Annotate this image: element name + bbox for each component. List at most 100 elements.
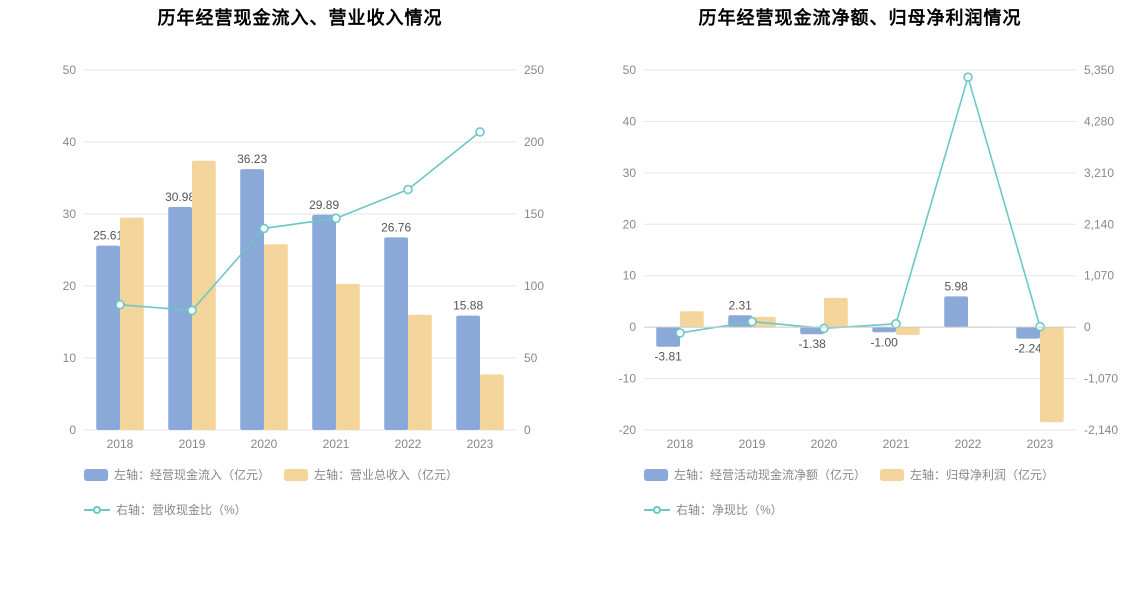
ratio-marker bbox=[404, 186, 412, 194]
net_ratio-marker bbox=[892, 320, 900, 328]
net_ratio-marker bbox=[964, 73, 972, 81]
svg-text:2020: 2020 bbox=[251, 437, 278, 451]
revenue-bar bbox=[408, 315, 432, 430]
revenue-bar bbox=[336, 284, 360, 430]
net_profit-bar bbox=[1040, 327, 1064, 422]
net_cash-label: 2.31 bbox=[728, 298, 752, 312]
svg-text:0: 0 bbox=[1084, 320, 1091, 334]
ratio-marker bbox=[188, 306, 196, 314]
svg-text:30: 30 bbox=[63, 207, 77, 221]
legend-label: 右轴：营收现金比（%） bbox=[116, 501, 247, 518]
revenue-bar bbox=[120, 218, 144, 430]
legend-label: 左轴：营业总收入（亿元） bbox=[314, 466, 458, 483]
legend-label: 左轴：经营现金流入（亿元） bbox=[114, 466, 270, 483]
ratio-marker bbox=[260, 224, 268, 232]
svg-text:2018: 2018 bbox=[107, 437, 134, 451]
svg-text:200: 200 bbox=[524, 135, 544, 149]
svg-text:-10: -10 bbox=[619, 372, 637, 386]
cash_in-label: 25.61 bbox=[93, 229, 123, 243]
cash_in-bar bbox=[96, 246, 120, 430]
net_ratio-marker bbox=[820, 324, 828, 332]
left-chart-legend: 左轴：经营现金流入（亿元） 左轴：营业总收入（亿元） 右轴：营收现金比（%） bbox=[40, 466, 560, 518]
cash_in-bar bbox=[168, 207, 192, 430]
net_cash-swatch-icon bbox=[644, 469, 668, 481]
net_ratio-marker bbox=[1036, 323, 1044, 331]
net_ratio-marker bbox=[748, 318, 756, 326]
svg-text:30: 30 bbox=[623, 166, 637, 180]
cash_in-bar bbox=[240, 169, 264, 430]
revenue-swatch-icon bbox=[284, 469, 308, 481]
svg-text:50: 50 bbox=[623, 63, 637, 77]
ratio-swatch-icon bbox=[84, 505, 110, 515]
ratio-marker bbox=[332, 214, 340, 222]
svg-text:1,070: 1,070 bbox=[1084, 269, 1114, 283]
svg-text:3,210: 3,210 bbox=[1084, 166, 1114, 180]
right-chart-plot: -20-1001020304050-2,140-1,07001,0702,140… bbox=[600, 60, 1120, 460]
legend-label: 左轴：归母净利润（亿元） bbox=[910, 466, 1054, 483]
net_cash-label: -2.24 bbox=[1014, 342, 1042, 356]
svg-text:-20: -20 bbox=[619, 423, 637, 437]
net_ratio-marker bbox=[676, 329, 684, 337]
revenue-bar bbox=[264, 244, 288, 430]
svg-text:2019: 2019 bbox=[739, 437, 766, 451]
net_profit-swatch-icon bbox=[880, 469, 904, 481]
legend-label: 左轴：经营活动现金流净额（亿元） bbox=[674, 466, 866, 483]
svg-text:40: 40 bbox=[623, 114, 637, 128]
net_profit-bar bbox=[680, 311, 704, 327]
net_cash-bar bbox=[872, 327, 896, 332]
cash_in-label: 30.98 bbox=[165, 190, 195, 204]
legend-item-net_cash: 左轴：经营活动现金流净额（亿元） bbox=[644, 466, 866, 483]
legend-item-ratio: 右轴：营收现金比（%） bbox=[84, 501, 247, 518]
legend-item-net_profit: 左轴：归母净利润（亿元） bbox=[880, 466, 1054, 483]
cash_in-bar bbox=[384, 237, 408, 430]
svg-text:-2,140: -2,140 bbox=[1084, 423, 1118, 437]
svg-text:250: 250 bbox=[524, 63, 544, 77]
cash_in-label: 15.88 bbox=[453, 299, 483, 313]
left-chart-plot: 0 10 20 30 40 50 0 50 100 150 200 250 2018 2019 2020 20… bbox=[40, 60, 560, 460]
right-chart-title: 历年经营现金流净额、归母净利润情况 bbox=[600, 0, 1120, 30]
legend-label: 右轴：净现比（%） bbox=[676, 501, 783, 518]
legend-item-revenue: 左轴：营业总收入（亿元） bbox=[284, 466, 458, 483]
right-chart-svg: -20-1001020304050-2,140-1,07001,0702,140… bbox=[600, 60, 1120, 460]
svg-text:2021: 2021 bbox=[323, 437, 350, 451]
svg-text:0: 0 bbox=[69, 423, 76, 437]
svg-text:4,280: 4,280 bbox=[1084, 114, 1114, 128]
svg-text:10: 10 bbox=[623, 269, 637, 283]
net_ratio-line bbox=[680, 77, 1040, 333]
svg-text:2023: 2023 bbox=[1027, 437, 1054, 451]
cash_in-label: 29.89 bbox=[309, 198, 339, 212]
net_cash-label: -1.00 bbox=[870, 335, 898, 349]
svg-text:2019: 2019 bbox=[179, 437, 206, 451]
net_profit-bar bbox=[824, 298, 848, 327]
svg-text:20: 20 bbox=[623, 217, 637, 231]
svg-text:0: 0 bbox=[524, 423, 531, 437]
cash_in-swatch-icon bbox=[84, 469, 108, 481]
net_cash-label: 5.98 bbox=[944, 279, 968, 293]
svg-text:2023: 2023 bbox=[467, 437, 494, 451]
legend-item-cash_in: 左轴：经营现金流入（亿元） bbox=[84, 466, 270, 483]
net_cash-bar bbox=[944, 296, 968, 327]
dashboard: 历年经营现金流入、营业收入情况 010203040500501001502002… bbox=[0, 0, 1148, 589]
right-panel: 历年经营现金流净额、归母净利润情况 -20 -10 0 10 20 30 40 50 -2,14… bbox=[600, 0, 1120, 530]
svg-text:5,350: 5,350 bbox=[1084, 63, 1114, 77]
svg-text:-1,070: -1,070 bbox=[1084, 372, 1118, 386]
cash_in-label: 36.23 bbox=[237, 152, 267, 166]
svg-text:150: 150 bbox=[524, 207, 544, 221]
svg-text:2022: 2022 bbox=[395, 437, 422, 451]
revenue-bar bbox=[480, 375, 504, 430]
svg-text:20: 20 bbox=[63, 279, 77, 293]
right-chart-legend: 左轴：经营活动现金流净额（亿元） 左轴：归母净利润（亿元） 右轴：净现比（%） bbox=[600, 466, 1120, 518]
svg-text:100: 100 bbox=[524, 279, 544, 293]
net_cash-label: -3.81 bbox=[654, 350, 682, 364]
svg-text:40: 40 bbox=[63, 135, 77, 149]
svg-text:10: 10 bbox=[63, 351, 77, 365]
svg-text:50: 50 bbox=[63, 63, 77, 77]
svg-text:50: 50 bbox=[524, 351, 538, 365]
left-chart-title: 历年经营现金流入、营业收入情况 bbox=[40, 0, 560, 30]
svg-text:2018: 2018 bbox=[667, 437, 694, 451]
revenue-bar bbox=[192, 161, 216, 430]
svg-text:2020: 2020 bbox=[811, 437, 838, 451]
left-chart-svg: 0 10 20 30 40 50 0 50 100 150 200 250 2018 2019 2020 20… bbox=[40, 60, 560, 460]
svg-text:0: 0 bbox=[629, 320, 636, 334]
cash_in-label: 26.76 bbox=[381, 220, 411, 234]
